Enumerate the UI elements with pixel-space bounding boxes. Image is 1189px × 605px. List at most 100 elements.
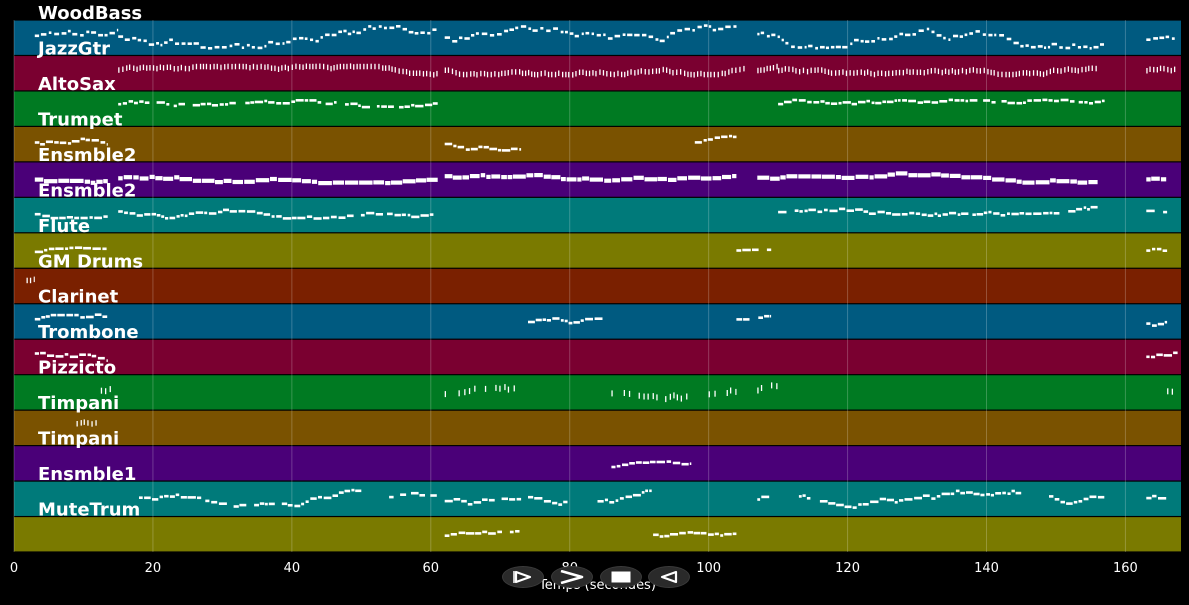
note bbox=[453, 498, 461, 501]
forward-button[interactable] bbox=[551, 566, 593, 588]
note bbox=[146, 65, 148, 71]
track-notes bbox=[100, 382, 1173, 403]
note bbox=[498, 71, 500, 78]
note bbox=[856, 69, 858, 76]
note bbox=[139, 65, 141, 71]
note bbox=[501, 497, 508, 501]
note bbox=[184, 65, 187, 72]
note bbox=[444, 142, 453, 146]
note bbox=[687, 71, 689, 78]
note bbox=[64, 353, 69, 356]
note bbox=[80, 316, 85, 319]
note bbox=[688, 175, 701, 180]
note bbox=[256, 64, 258, 70]
note bbox=[1002, 491, 1006, 495]
note bbox=[391, 66, 393, 72]
note bbox=[969, 67, 971, 74]
note bbox=[233, 505, 239, 508]
note bbox=[609, 501, 615, 504]
note bbox=[352, 30, 355, 34]
note bbox=[1156, 247, 1162, 251]
note bbox=[830, 45, 835, 49]
stop-button[interactable] bbox=[600, 566, 642, 588]
note bbox=[729, 134, 733, 138]
note bbox=[1007, 492, 1011, 495]
note bbox=[274, 65, 276, 72]
note bbox=[582, 176, 590, 181]
note bbox=[162, 65, 165, 71]
note bbox=[836, 503, 844, 507]
note bbox=[353, 64, 355, 70]
note bbox=[1173, 351, 1178, 355]
note bbox=[666, 67, 668, 73]
note bbox=[66, 313, 74, 317]
note bbox=[400, 493, 407, 496]
note bbox=[528, 69, 530, 76]
note bbox=[1042, 71, 1045, 78]
note bbox=[1039, 71, 1041, 77]
note bbox=[718, 27, 724, 31]
note bbox=[286, 40, 291, 44]
note bbox=[338, 216, 346, 219]
note bbox=[188, 212, 195, 215]
note bbox=[459, 36, 463, 40]
track-lane bbox=[14, 197, 1181, 233]
note bbox=[656, 460, 665, 464]
note bbox=[356, 63, 358, 70]
note bbox=[1167, 66, 1169, 73]
note bbox=[520, 25, 527, 28]
note bbox=[730, 387, 732, 394]
play-button[interactable] bbox=[502, 566, 544, 588]
note bbox=[644, 177, 658, 182]
note bbox=[473, 501, 482, 504]
note bbox=[934, 67, 936, 74]
note bbox=[625, 495, 632, 499]
note bbox=[926, 27, 930, 31]
note bbox=[465, 148, 470, 151]
note bbox=[94, 216, 102, 220]
note bbox=[948, 69, 950, 75]
note bbox=[519, 69, 521, 75]
track-notes bbox=[444, 530, 737, 538]
note bbox=[497, 33, 502, 36]
note bbox=[501, 175, 507, 180]
note bbox=[643, 393, 645, 400]
note bbox=[960, 99, 965, 102]
note bbox=[444, 67, 446, 73]
note bbox=[133, 175, 139, 180]
note bbox=[634, 33, 640, 37]
note bbox=[680, 69, 682, 75]
note bbox=[1160, 177, 1167, 182]
note bbox=[372, 27, 376, 30]
note bbox=[1018, 70, 1020, 77]
note bbox=[1016, 101, 1023, 105]
note bbox=[408, 30, 414, 34]
note bbox=[563, 500, 568, 504]
note bbox=[105, 388, 107, 395]
note bbox=[1022, 180, 1035, 185]
note bbox=[569, 32, 574, 35]
note bbox=[824, 68, 826, 74]
note bbox=[402, 68, 404, 75]
note bbox=[988, 210, 992, 214]
note bbox=[133, 65, 135, 71]
note bbox=[287, 65, 289, 72]
track-notes bbox=[34, 246, 1168, 254]
back-button[interactable] bbox=[648, 566, 690, 588]
track-label: Ensmble2 bbox=[38, 180, 136, 201]
note bbox=[669, 68, 671, 75]
note bbox=[494, 71, 496, 77]
note bbox=[255, 178, 270, 183]
note bbox=[627, 70, 629, 76]
x-tick-label: 60 bbox=[423, 561, 440, 576]
note bbox=[124, 38, 130, 41]
note bbox=[332, 494, 338, 497]
note bbox=[528, 27, 532, 30]
note bbox=[489, 34, 495, 37]
note bbox=[34, 212, 41, 216]
note bbox=[291, 64, 293, 70]
note bbox=[697, 25, 702, 29]
note bbox=[192, 103, 200, 107]
note bbox=[886, 212, 892, 215]
note bbox=[192, 178, 202, 183]
